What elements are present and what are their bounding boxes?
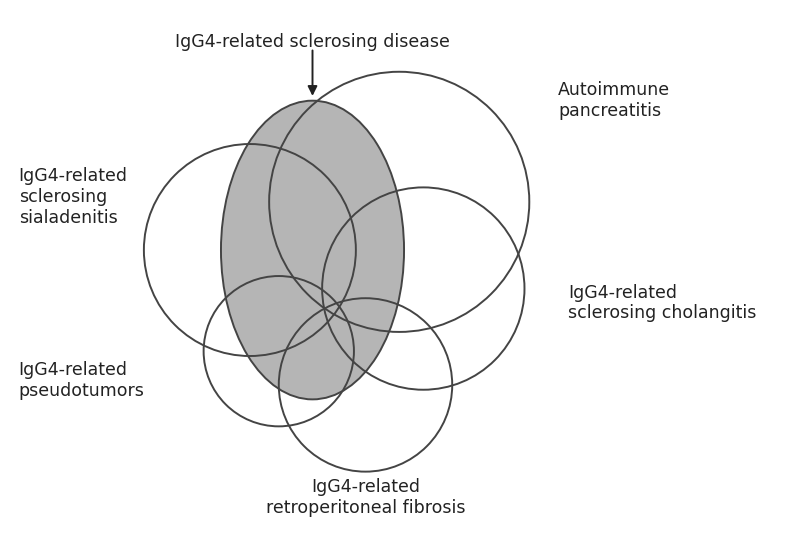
Text: Autoimmune
pancreatitis: Autoimmune pancreatitis [558,81,670,120]
Ellipse shape [221,101,404,399]
Text: IgG4-related
pseudotumors: IgG4-related pseudotumors [18,361,145,399]
Text: IgG4-related
sclerosing cholangitis: IgG4-related sclerosing cholangitis [568,284,756,322]
Text: IgG4-related
sclerosing
sialadenitis: IgG4-related sclerosing sialadenitis [18,167,128,227]
Text: IgG4-related
retroperitoneal fibrosis: IgG4-related retroperitoneal fibrosis [266,478,466,517]
Text: IgG4-related sclerosing disease: IgG4-related sclerosing disease [175,33,450,51]
